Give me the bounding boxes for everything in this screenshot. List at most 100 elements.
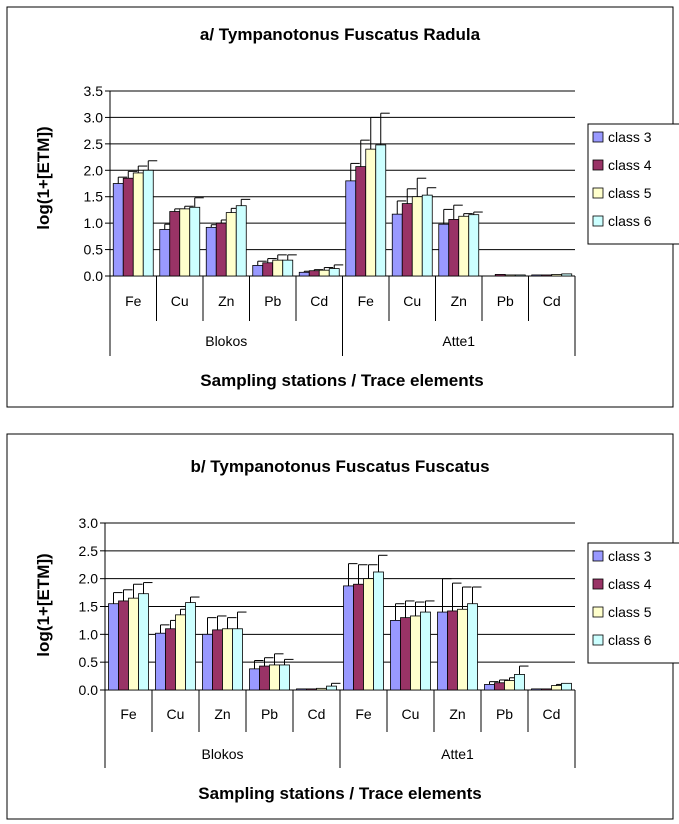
chart-a-bar [458,215,470,277]
chart-a-bar [375,144,387,277]
chart-a-group-label: Blokos [205,333,247,349]
chart-b-bar [484,684,495,691]
chart-a-x-tick-label: Zn [218,293,234,309]
chart-a-bar [561,273,573,277]
chart-a-y-tick-label: 1.5 [84,189,104,205]
chart-b-bar [165,628,176,691]
chart-a-x-tick-label: Pb [264,293,281,309]
chart-a-bar [468,214,480,277]
chart-b-bar [541,688,552,691]
chart-a-x-tick-label: Pb [497,293,514,309]
chart-b-bar [504,680,515,691]
chart-a-bar [541,274,553,277]
chart-a-bar [235,205,247,277]
chart-b-x-tick-label: Zn [214,706,230,722]
chart-b-legend-swatch [592,634,604,646]
chart-a-bar [252,265,264,277]
chart-a-bar [345,180,357,277]
chart-b-bar [390,620,401,691]
chart-b-bar [531,688,542,691]
chart-b-title: b/ Tympanotonus Fuscatus Fuscatus [190,457,489,476]
chart-a-bar [179,208,191,277]
chart-a-legend-label: class 3 [608,129,652,145]
chart-b-x-tick-label: Pb [496,706,513,722]
chart-b-legend-swatch [592,606,604,618]
chart-a-bar [421,194,433,277]
chart-b-bar [494,682,505,691]
chart-b-bar [185,602,196,691]
chart-b-bar [269,664,280,691]
chart-b-bar [108,603,119,691]
chart-b-bar [306,688,317,691]
chart-a-legend-label: class 6 [608,213,652,229]
chart-a-bar [438,223,450,277]
chart-a-bar [159,229,171,277]
chart-b-x-tick-label: Zn [449,706,465,722]
chart-b-y-tick-label: 1.0 [79,626,99,642]
chart-b: b/ Tympanotonus Fuscatus Fuscatus log(1+… [6,433,679,820]
chart-b-group-label: Atte1 [441,746,474,762]
chart-b-bar [457,608,468,691]
chart-b-y-tick-label: 0.0 [79,682,99,698]
chart-b-bar [551,685,562,691]
chart-a-bar [365,148,377,277]
chart-b-bar [353,583,364,691]
chart-b-bar [155,632,166,691]
chart-a-bar [494,274,506,277]
chart-b-y-tick-label: 2.5 [79,543,99,559]
chart-a-bar [308,270,320,277]
chart-a-bar [504,274,516,277]
chart-b-bar [410,615,421,691]
chart-b-y-tick-label: 2.0 [79,571,99,587]
chart-b-bar [467,603,478,691]
chart-a-bar [551,274,563,277]
chart-a-y-tick-label: 3.5 [84,83,104,99]
chart-b-bar [447,610,458,691]
chart-a: a/ Tympanotonus Fuscatus Radula log(1+[E… [6,6,679,408]
chart-b-bar [296,688,307,691]
chart-b-x-axis-label: Sampling stations / Trace elements [198,784,481,803]
chart-a-y-axis-label: log(1+[ETM]) [34,126,53,229]
chart-b-bar [326,685,337,691]
chart-a-legend-swatch [592,131,604,143]
chart-b-bar [561,682,572,691]
chart-a-x-tick-label: Cu [171,293,189,309]
chart-a-bar [112,183,124,277]
chart-b-bar [138,593,149,691]
chart-a-bar [205,226,217,277]
chart-a-x-tick-label: Fe [358,293,375,309]
chart-a-bar [391,213,403,277]
chart-b-legend-label: class 4 [608,576,652,592]
chart-a-bar [328,268,340,277]
chart-a-bar [272,259,284,277]
chart-b-y-tick-label: 0.5 [79,654,99,670]
chart-a-legend-swatch [592,159,604,171]
chart-a-group-label: Atte1 [442,333,475,349]
chart-a-bar [411,196,423,277]
chart-a-bar [122,177,134,277]
chart-b-bar [249,668,260,691]
chart-a-bar [318,269,330,277]
chart-a-bar [225,212,237,277]
chart-a-y-tick-label: 0.0 [84,268,104,284]
chart-a-y-tick-label: 1.0 [84,215,104,231]
chart-a-legend-swatch [592,215,604,227]
chart-a-bar [262,262,274,277]
chart-a-bar [298,271,310,277]
chart-a-bar [142,169,154,277]
chart-b-bar [373,571,384,691]
chart-b-bar [128,597,139,691]
chart-a-x-tick-label: Cd [310,293,328,309]
chart-b-legend-swatch [592,578,604,590]
chart-a-bar [169,211,181,277]
chart-a-bar [514,274,526,277]
chart-b-bar [279,664,290,691]
chart-a-bar [531,274,543,277]
chart-a-title: a/ Tympanotonus Fuscatus Radula [200,25,481,44]
chart-a-y-tick-label: 3.0 [84,109,104,125]
chart-b-x-tick-label: Cu [402,706,420,722]
chart-a-x-tick-label: Fe [125,293,142,309]
chart-b-legend-label: class 5 [608,604,652,620]
chart-b-plot: 0.0 0.5 1.0 1.5 2.0 2.5 3.0 Fe Cu Zn Pb Cd Fe Cu Zn Pb C… [79,515,679,768]
